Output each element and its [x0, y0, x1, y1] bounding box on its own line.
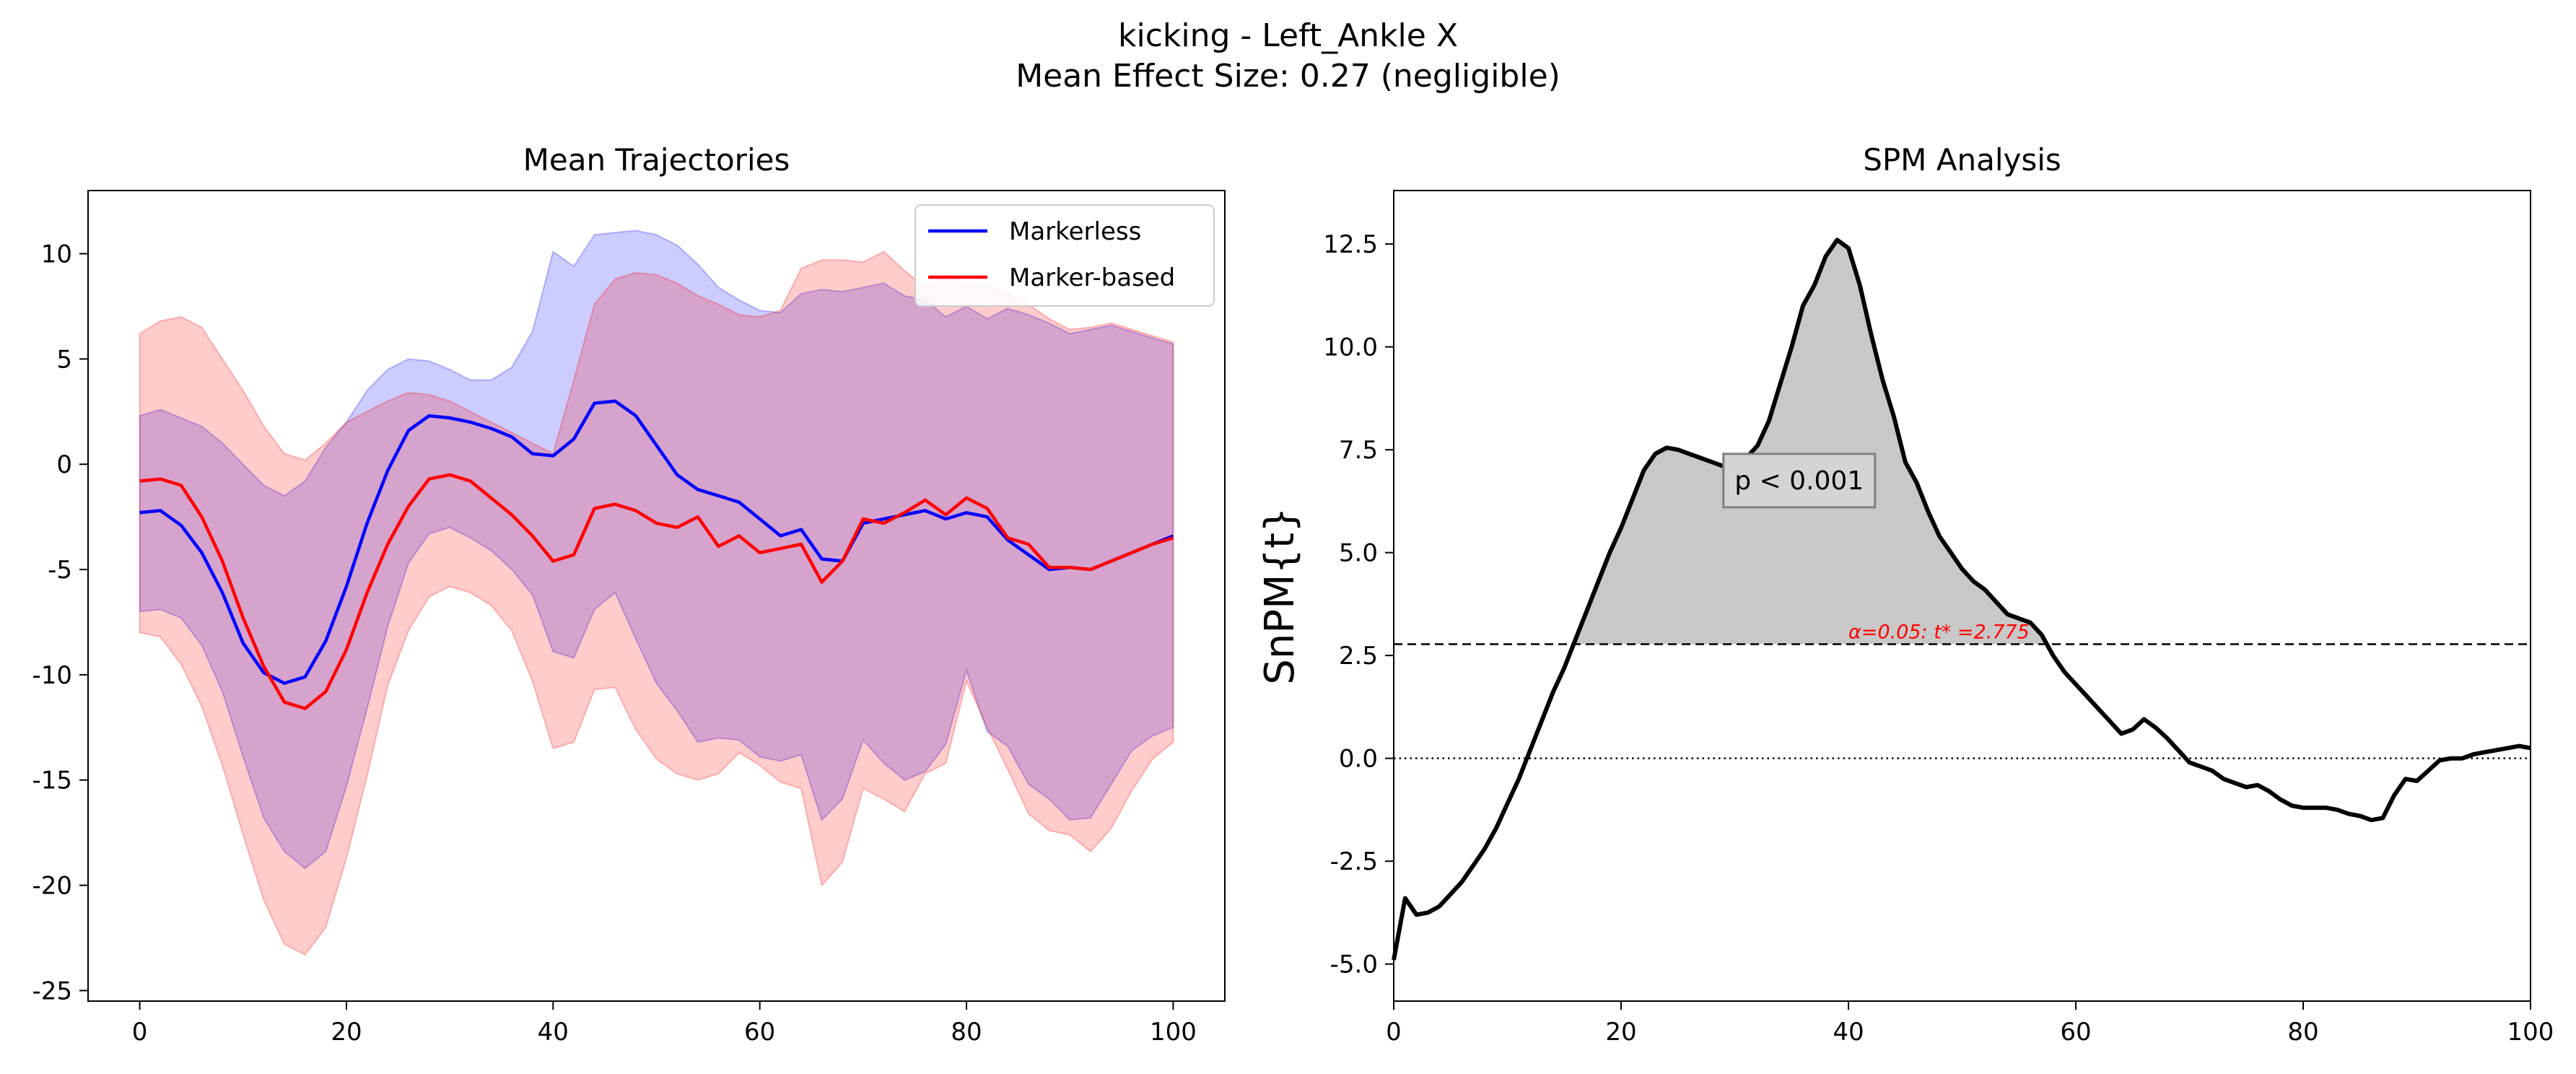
axes-title: Mean Trajectories: [523, 142, 790, 178]
x-tick-label: 100: [1150, 1018, 1197, 1047]
legend-label: Markerless: [1009, 217, 1141, 246]
y-tick-label: 7.5: [1339, 436, 1378, 465]
line-markerless: [139, 399, 1174, 685]
spm-curve: [1392, 237, 2531, 961]
x-tick-label: 20: [1605, 1018, 1636, 1047]
legend-label: Marker-based: [1009, 263, 1175, 292]
x-tick-label: 100: [2507, 1018, 2554, 1047]
x-tick-label: 80: [2287, 1018, 2318, 1047]
band-marker-based: [139, 250, 1174, 956]
suprathreshold-cluster: [1573, 240, 2047, 645]
y-tick-label: -5.0: [1330, 951, 1378, 979]
x-tick-label: 80: [951, 1018, 982, 1047]
x-tick-label: 40: [1833, 1018, 1864, 1047]
y-tick-label: -20: [32, 872, 72, 901]
y-tick-label: 0.0: [1339, 745, 1378, 774]
y-tick-label: -15: [32, 767, 72, 795]
y-tick-label: -2.5: [1330, 847, 1378, 876]
legend-box: [914, 204, 1215, 307]
y-tick-label: 10: [41, 240, 72, 269]
y-tick-label: 12.5: [1323, 230, 1378, 259]
y-tick-label: -5: [48, 556, 72, 585]
y-tick-label: -25: [32, 977, 72, 1005]
y-tick-label: 5: [56, 345, 72, 374]
x-tick-label: 60: [2060, 1018, 2091, 1047]
x-tick-label: 0: [1386, 1018, 1402, 1047]
y-axis-label: SnPM{t}: [1257, 507, 1304, 684]
figure-title-line-1: kicking - Left_Ankle X: [1118, 17, 1458, 54]
mean-trajectories-axes: 0 20 40 60 80 100 10 5 0 -5 -10 -15 -20 -25 Mean Traje…: [32, 142, 1226, 1047]
y-tick-label: -10: [32, 661, 72, 690]
band-markerless: [139, 230, 1174, 870]
threshold-label: α=0.05: t* =2.775: [1848, 621, 2030, 643]
figure-title-line-2: Mean Effect Size: 0.27 (negligible): [1016, 58, 1560, 95]
x-tick-label: 60: [744, 1018, 775, 1047]
p-value-box: [1722, 453, 1877, 509]
axes-title: SPM Analysis: [1863, 142, 2061, 178]
line-marker-based: [139, 473, 1174, 710]
p-value-label: p < 0.001: [1734, 466, 1864, 496]
y-tick-label: 0: [56, 450, 72, 479]
y-tick-label: 5.0: [1339, 539, 1378, 568]
x-tick-label: 40: [538, 1018, 569, 1047]
x-tick-label: 0: [132, 1018, 148, 1047]
x-tick-label: 20: [331, 1018, 362, 1047]
y-tick-label: 2.5: [1339, 642, 1378, 671]
plot-frame: [1393, 190, 2531, 1002]
spm-analysis-axes: α=0.05: t* =2.775 p < 0.001 0 20 40 60 80 100 12…: [1257, 142, 2554, 1047]
plot-frame: [87, 190, 1226, 1002]
y-tick-label: 10.0: [1323, 333, 1378, 362]
